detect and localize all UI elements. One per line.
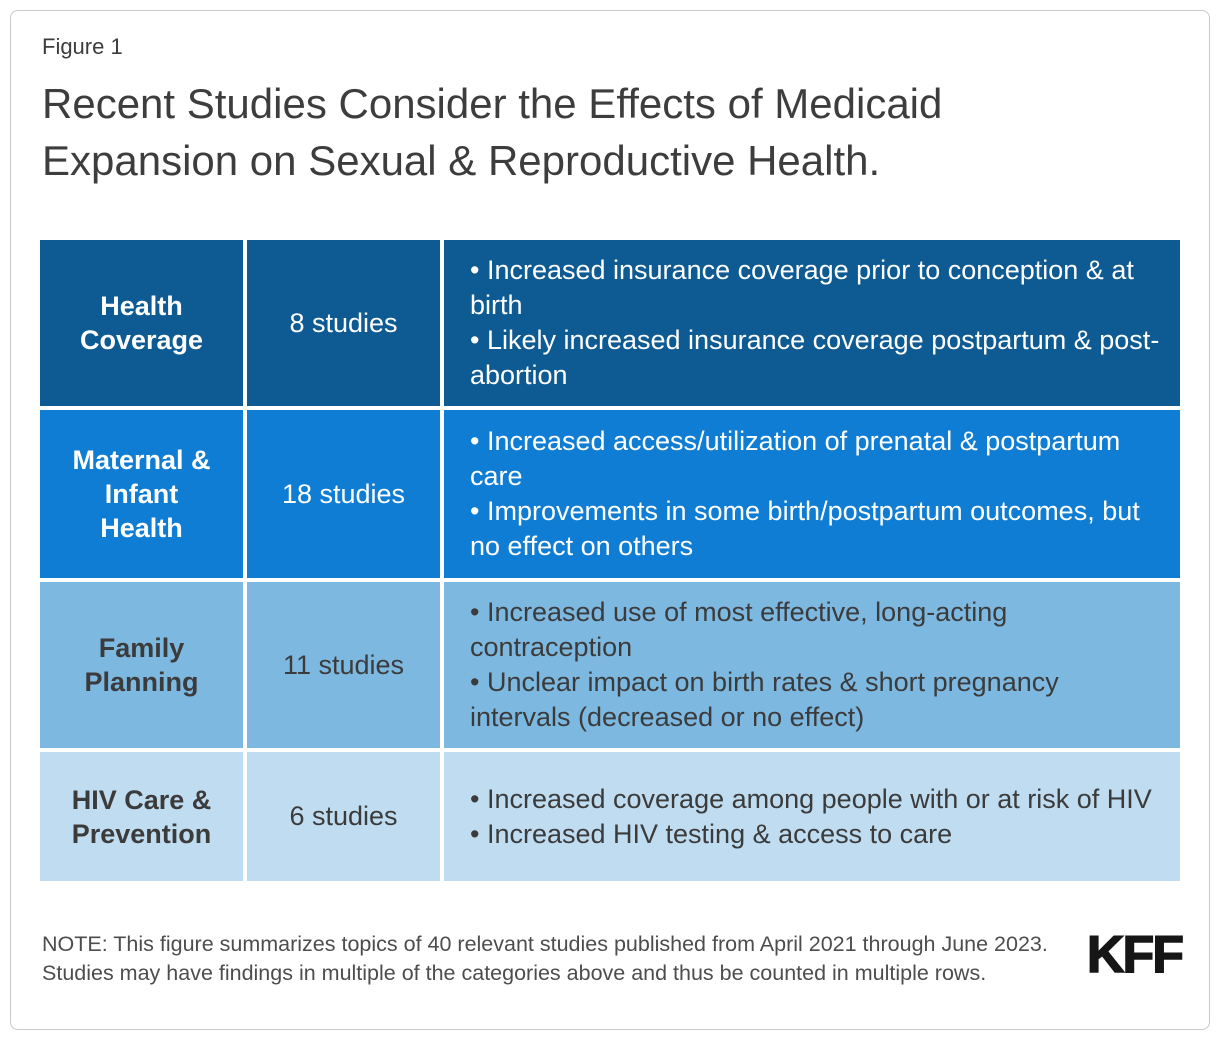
- count-cell-hiv-care-prevention: 6 studies: [247, 752, 440, 881]
- finding-item: • Increased insurance coverage prior to …: [470, 255, 1134, 320]
- category-cell-family-planning: Family Planning: [40, 582, 243, 748]
- finding-item: • Unclear impact on birth rates & short …: [470, 667, 1059, 732]
- count-cell-family-planning: 11 studies: [247, 582, 440, 748]
- kff-logo: KFF: [1086, 926, 1185, 984]
- count-cell-health-coverage: 8 studies: [247, 240, 440, 406]
- figure-footer: NOTE: This figure summarizes topics of 4…: [42, 926, 1185, 988]
- note-line-2: Studies may have findings in multiple of…: [42, 961, 987, 985]
- findings-cell-health-coverage: • Increased insurance coverage prior to …: [444, 240, 1180, 406]
- finding-item: • Increased HIV testing & access to care: [470, 818, 953, 849]
- note-text: NOTE: This figure summarizes topics of 4…: [42, 930, 1048, 988]
- figure-label: Figure 1: [42, 34, 123, 59]
- count-cell-maternal-infant-health: 18 studies: [247, 410, 440, 578]
- page-title: Recent Studies Consider the Effects of M…: [42, 80, 943, 184]
- findings-cell-family-planning: • Increased use of most effective, long-…: [444, 582, 1180, 748]
- category-cell-health-coverage: Health Coverage: [40, 240, 243, 406]
- finding-item: • Improvements in some birth/postpartum …: [470, 496, 1140, 561]
- study-table: Health Coverage 8 studies • Increased in…: [40, 240, 1180, 881]
- finding-item: • Likely increased insurance coverage po…: [470, 325, 1160, 390]
- findings-cell-hiv-care-prevention: • Increased coverage among people with o…: [444, 752, 1180, 881]
- category-cell-maternal-infant-health: Maternal & Infant Health: [40, 410, 243, 578]
- category-cell-hiv-care-prevention: HIV Care & Prevention: [40, 752, 243, 881]
- finding-item: • Increased coverage among people with o…: [470, 783, 1152, 814]
- findings-cell-maternal-infant-health: • Increased access/utilization of prenat…: [444, 410, 1180, 578]
- finding-item: • Increased use of most effective, long-…: [470, 597, 1008, 662]
- figure-content: Figure 1 Recent Studies Consider the Eff…: [40, 34, 1185, 988]
- finding-item: • Increased access/utilization of prenat…: [470, 426, 1121, 491]
- note-line-1: NOTE: This figure summarizes topics of 4…: [42, 932, 1048, 956]
